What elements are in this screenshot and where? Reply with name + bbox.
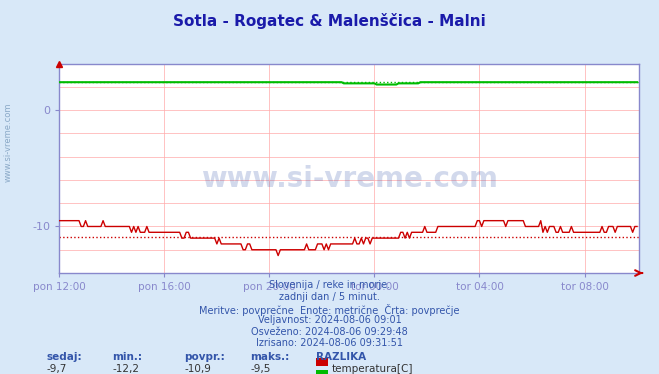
- Text: Izrisano: 2024-08-06 09:31:51: Izrisano: 2024-08-06 09:31:51: [256, 338, 403, 349]
- Text: Veljavnost: 2024-08-06 09:01: Veljavnost: 2024-08-06 09:01: [258, 315, 401, 325]
- Text: -12,2: -12,2: [112, 364, 139, 374]
- Text: sedaj:: sedaj:: [46, 352, 82, 362]
- Text: -9,5: -9,5: [250, 364, 271, 374]
- Text: www.si-vreme.com: www.si-vreme.com: [201, 165, 498, 193]
- Text: Osveženo: 2024-08-06 09:29:48: Osveženo: 2024-08-06 09:29:48: [251, 327, 408, 337]
- Text: maks.:: maks.:: [250, 352, 290, 362]
- Text: Meritve: povprečne  Enote: metrične  Črta: povprečje: Meritve: povprečne Enote: metrične Črta:…: [199, 304, 460, 316]
- Text: -10,9: -10,9: [185, 364, 212, 374]
- Text: zadnji dan / 5 minut.: zadnji dan / 5 minut.: [279, 292, 380, 302]
- Text: www.si-vreme.com: www.si-vreme.com: [4, 102, 13, 182]
- Text: Sotla - Rogatec & Malenščica - Malni: Sotla - Rogatec & Malenščica - Malni: [173, 13, 486, 29]
- Text: temperatura[C]: temperatura[C]: [332, 364, 414, 374]
- Text: min.:: min.:: [112, 352, 142, 362]
- Text: Slovenija / reke in morje.: Slovenija / reke in morje.: [269, 280, 390, 291]
- Text: povpr.:: povpr.:: [185, 352, 225, 362]
- Text: RAZLIKA: RAZLIKA: [316, 352, 366, 362]
- Text: -9,7: -9,7: [46, 364, 67, 374]
